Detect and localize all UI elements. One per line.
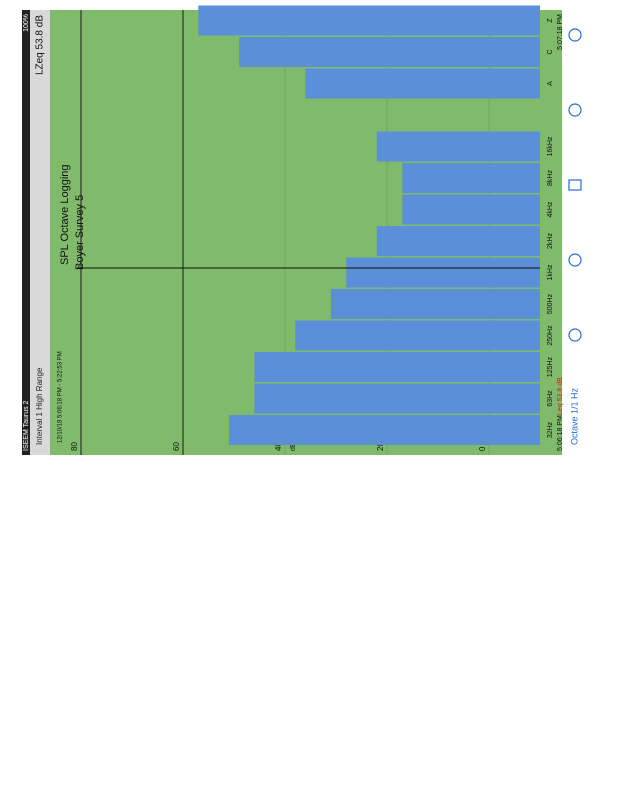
bar: [346, 257, 541, 288]
bar: [305, 68, 540, 99]
toolbar-icon[interactable]: [568, 179, 582, 191]
bar: [254, 352, 540, 382]
toolbar-icon[interactable]: [568, 253, 582, 267]
mode-label: Interval 1 High Range: [35, 367, 44, 445]
bar: [402, 194, 540, 225]
x-tick-label: 63Hz: [547, 390, 554, 407]
toolbar-icon[interactable]: [568, 103, 582, 117]
x-tick-label: 4kHz: [547, 201, 554, 217]
y-tick-label: 60: [172, 442, 181, 451]
bar: [376, 131, 540, 162]
bar: [376, 226, 540, 256]
x-tick-label: 500Hz: [547, 293, 554, 314]
x-tick-label: A: [547, 81, 554, 86]
chart-title: SPL Octave Logging: [59, 165, 71, 266]
x-tick-label: 2kHz: [547, 233, 554, 249]
bar: [402, 163, 540, 193]
x-tick-label: 8kHz: [547, 170, 554, 186]
bar: [198, 5, 541, 36]
x-tick-label: 16kHz: [547, 136, 554, 156]
x-tick-label: 1kHz: [547, 264, 554, 280]
toolbar-icon[interactable]: [568, 328, 582, 342]
octave-mode: Octave 1/1 Hz: [569, 387, 579, 445]
y-tick-label: 80: [70, 442, 79, 451]
battery: 100%: [23, 14, 30, 32]
y-tick-label: 0: [478, 446, 487, 451]
header-bar: [30, 10, 50, 455]
y-tick-label: 20: [376, 442, 385, 451]
time-range: 12/10/18 5:06:18 PM - 5:22:53 PM: [58, 351, 64, 443]
time-start: 5:06:18 PM: [557, 415, 564, 451]
bar: [254, 383, 540, 414]
toolbar-icon[interactable]: [568, 28, 582, 42]
x-tick-label: 125Hz: [547, 356, 554, 377]
app-screen: ISEEM Taurus 2 100% Interval 1 High Rang…: [22, 5, 582, 455]
time-end: 5:07:18 PM: [557, 14, 564, 50]
bar: [330, 289, 540, 319]
x-tick-label: 250Hz: [547, 325, 554, 346]
status-bar: [22, 10, 30, 455]
leq-readout: Leq 53.8 dB: [557, 377, 564, 415]
level-readout: LZeq 53.8 dB: [35, 15, 46, 75]
bar: [228, 415, 540, 445]
chart-subtitle: Boyer Survey 5: [74, 195, 86, 270]
y-tick-label: 40: [274, 442, 283, 451]
bar: [295, 320, 541, 351]
bar: [239, 37, 540, 67]
x-tick-label: Z: [547, 18, 554, 23]
y-axis-label: dB: [290, 442, 297, 451]
device-name: ISEEM Taurus 2: [23, 400, 30, 451]
x-tick-label: 32Hz: [547, 421, 554, 438]
x-tick-label: C: [547, 49, 554, 54]
